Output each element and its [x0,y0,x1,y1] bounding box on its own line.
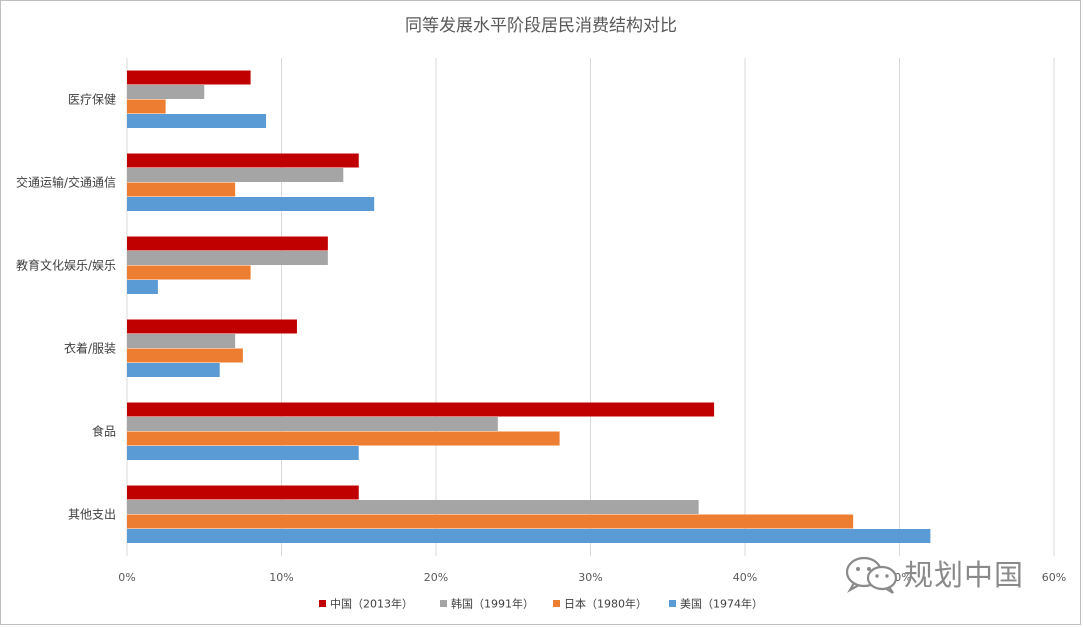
bar [127,529,931,543]
x-tick-label: 20% [424,571,448,584]
bar [127,334,236,348]
legend-label: 日本（1980年） [564,597,647,611]
bar [127,236,328,251]
bar [127,500,699,514]
x-tick-label: 10% [269,571,293,584]
bar [127,431,560,446]
legend: 中国（2013年） 韩国（1991年） 日本（1980年） 美国（1974年） [319,597,763,611]
x-tick-label: 60% [1042,571,1066,584]
category-label: 衣着/服装 [64,341,116,356]
legend-label: 韩国（1991年） [451,597,534,611]
legend-swatch [440,600,447,607]
legend-label: 中国（2013年） [330,597,413,611]
bar [127,319,297,334]
legend-swatch [553,600,560,607]
bar [127,251,328,265]
bar [127,85,205,99]
bar [127,514,854,529]
watermark-text: 规划中国 [904,558,1025,592]
category-label: 教育文化娱乐/娱乐 [16,258,116,273]
legend-label: 美国（1974年） [680,597,763,611]
category-label: 交通运输/交通通信 [16,175,116,190]
legend-swatch [319,600,326,607]
bar [127,417,498,431]
bar [127,485,359,500]
legend-swatch [669,600,676,607]
bar [127,153,359,168]
bar [127,402,715,417]
bar [127,99,166,114]
grid-lines [126,58,1055,556]
x-tick-labels: 0% 10% 20% 30% 40% 50% 60% [118,571,1066,584]
x-tick-label: 40% [733,571,757,584]
watermark: 规划中国 [842,552,1077,596]
x-tick-label: 0% [118,571,135,584]
bar [127,197,375,211]
bar [127,182,236,197]
category-label: 医疗保健 [68,93,116,107]
wechat-icon [845,556,898,594]
category-label: 食品 [92,424,116,439]
bar [127,114,267,128]
bar [127,446,359,460]
category-label: 其他支出 [68,508,116,522]
bar [127,280,158,294]
bar [127,363,220,377]
bar [127,168,344,182]
bar [127,348,243,363]
x-tick-label: 30% [578,571,602,584]
chart-title: 同等发展水平阶段居民消费结构对比 [405,16,677,36]
bar [127,70,251,85]
bar [127,265,251,280]
bars [127,70,931,543]
